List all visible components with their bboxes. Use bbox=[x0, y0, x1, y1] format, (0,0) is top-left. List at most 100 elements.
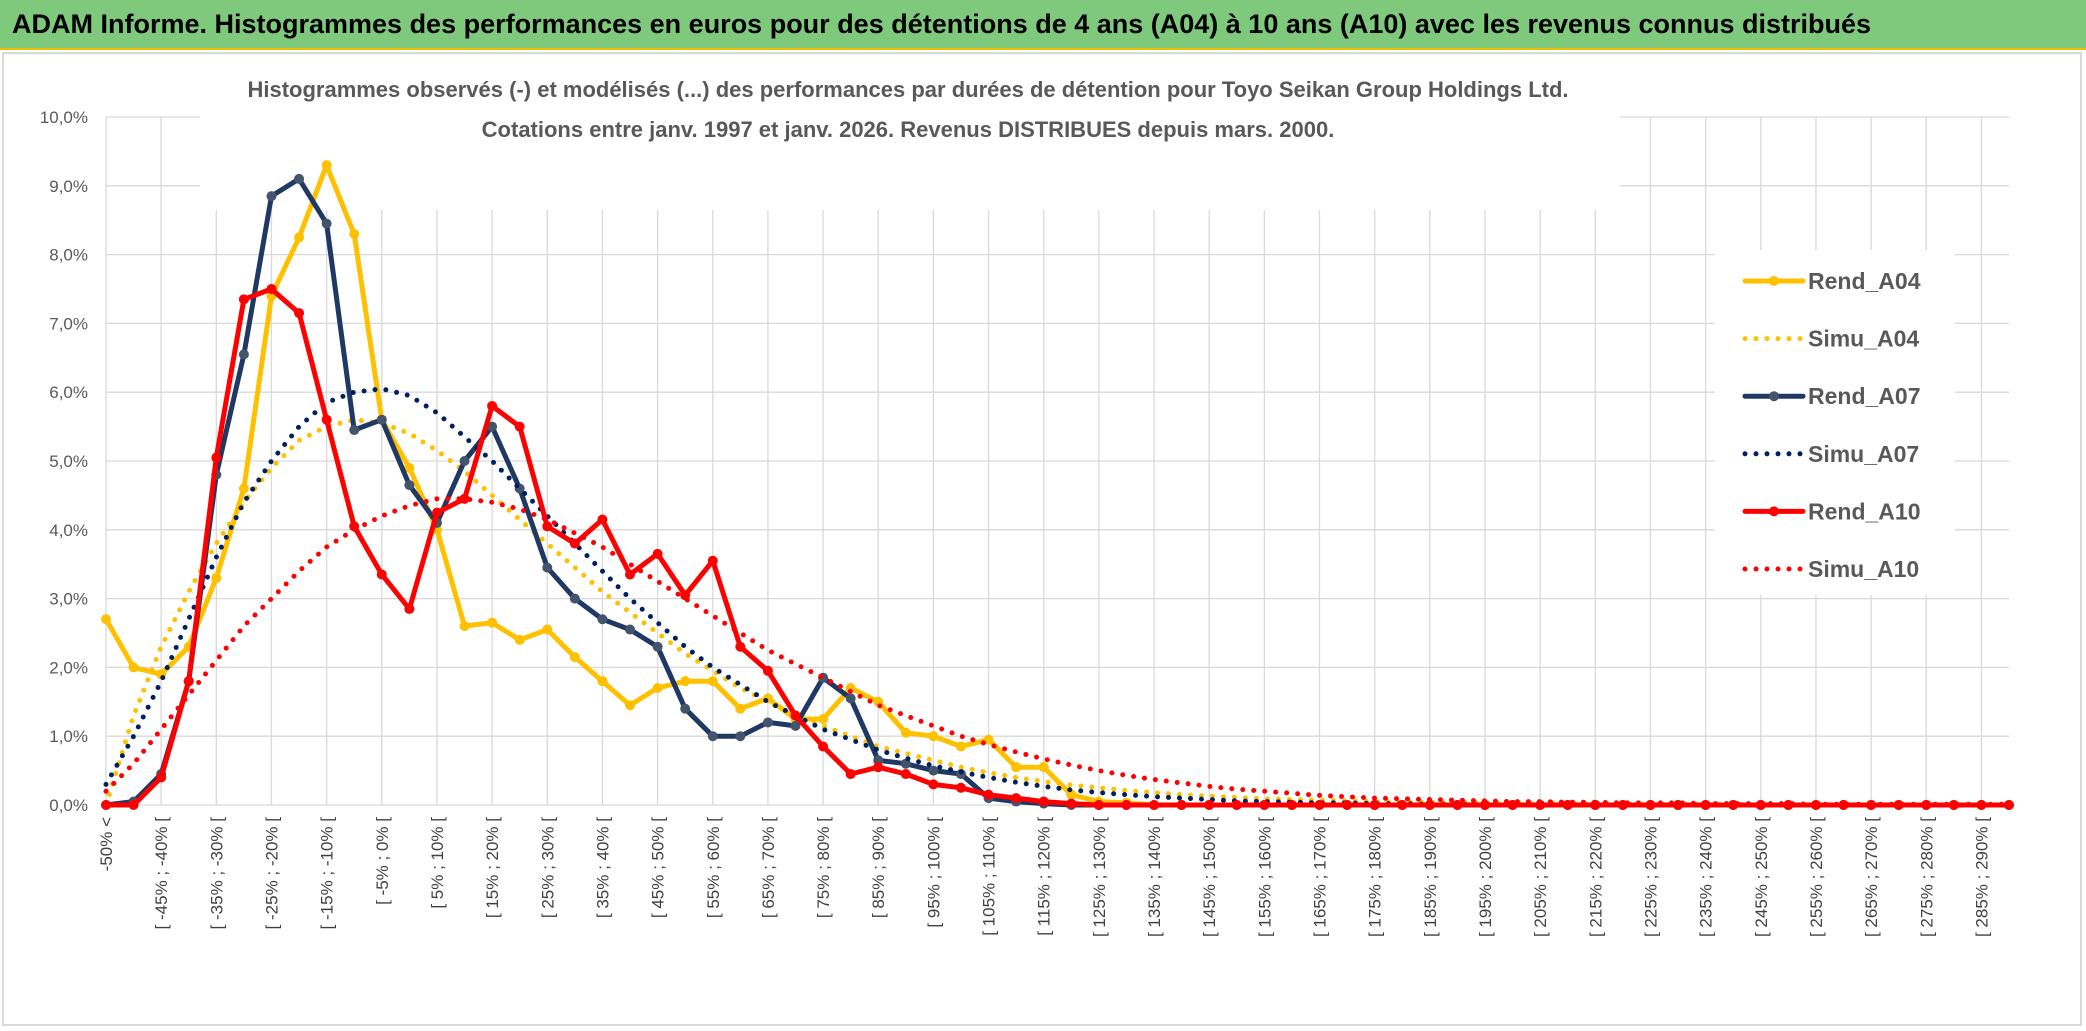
point bbox=[1038, 762, 1049, 773]
legend: Rend_A04 Simu_A04 Rend_A07 Simu_A07 Rend_A10… bbox=[1715, 250, 1955, 595]
point bbox=[1204, 800, 1215, 810]
point bbox=[542, 521, 553, 532]
point bbox=[487, 421, 498, 432]
point bbox=[349, 425, 360, 436]
x-tick-label: [ 95% ; 100% [ bbox=[924, 817, 943, 928]
point bbox=[487, 617, 498, 628]
x-tick-label: [ 85% ; 90% [ bbox=[869, 817, 888, 918]
point bbox=[294, 308, 305, 319]
point bbox=[735, 641, 746, 652]
point bbox=[128, 800, 139, 810]
x-tick-label: [ 285% ; 290% [ bbox=[1972, 817, 1991, 937]
x-tick-label: -50% < bbox=[97, 817, 116, 871]
x-tick-label: [ -5% ; 0% [ bbox=[373, 817, 392, 905]
point bbox=[597, 514, 608, 525]
x-tick-label: [ 45% ; 50% [ bbox=[649, 817, 668, 918]
point bbox=[1038, 796, 1049, 807]
point bbox=[211, 452, 222, 463]
y-tick-label: 6,0% bbox=[49, 383, 88, 402]
point bbox=[707, 731, 718, 742]
point bbox=[1231, 800, 1242, 810]
point bbox=[569, 538, 580, 549]
x-tick-label: [ 105% ; 110% [ bbox=[980, 817, 999, 936]
x-tick-label: [ 155% ; 160% [ bbox=[1255, 817, 1274, 937]
point bbox=[294, 232, 305, 243]
point bbox=[625, 569, 636, 580]
x-tick-label: [ 5% ; 10% [ bbox=[428, 817, 447, 909]
point bbox=[762, 717, 773, 728]
x-tick-label: [ 75% ; 80% [ bbox=[814, 817, 833, 918]
x-tick-label: [ 275% ; 280% [ bbox=[1917, 817, 1936, 937]
point bbox=[707, 555, 718, 566]
x-tick-label: [ 265% ; 270% [ bbox=[1862, 817, 1881, 937]
y-tick-label: 1,0% bbox=[49, 727, 88, 746]
point bbox=[873, 755, 884, 766]
y-tick-label: 2,0% bbox=[49, 658, 88, 677]
point bbox=[955, 741, 966, 752]
simulated-line bbox=[103, 386, 2012, 808]
y-tick-label: 7,0% bbox=[49, 314, 88, 333]
point bbox=[266, 284, 277, 294]
legend-label: Rend_A04 bbox=[1808, 268, 1921, 294]
point bbox=[1011, 762, 1022, 773]
x-tick-label: [ 15% ; 20% [ bbox=[483, 817, 502, 918]
point bbox=[238, 483, 249, 494]
x-tick-label: [ 55% ; 60% [ bbox=[704, 817, 723, 918]
y-tick-label: 10,0% bbox=[40, 108, 88, 127]
point bbox=[459, 621, 470, 632]
point bbox=[955, 782, 966, 793]
point bbox=[349, 228, 360, 239]
point bbox=[514, 634, 525, 645]
point bbox=[597, 614, 608, 625]
point bbox=[680, 676, 691, 687]
point bbox=[845, 769, 856, 780]
title-background bbox=[200, 80, 1620, 210]
legend-marker bbox=[1769, 506, 1779, 517]
point bbox=[680, 703, 691, 714]
point bbox=[597, 676, 608, 687]
point bbox=[1314, 800, 1325, 810]
y-tick-label: 0,0% bbox=[49, 796, 88, 815]
chart: 0,0% 1,0% 2,0% 3,0% 4,0% 5,0% 6,0% 7,0% 8,0% 9,0%… bbox=[2, 52, 2082, 1026]
x-tick-label: [ 255% ; 260% [ bbox=[1807, 817, 1826, 937]
x-tick-label: [ 215% ; 220% [ bbox=[1586, 817, 1605, 937]
x-tick-label: [ 35% ; 40% [ bbox=[593, 817, 612, 918]
legend-background bbox=[1715, 250, 1955, 595]
point bbox=[459, 493, 470, 504]
point bbox=[983, 789, 994, 800]
point bbox=[1342, 800, 1353, 810]
point bbox=[1066, 789, 1077, 800]
point bbox=[183, 676, 194, 687]
point bbox=[404, 603, 415, 614]
header-bar: ADAM Informe. Histogrammes des performan… bbox=[0, 0, 2086, 50]
point bbox=[266, 191, 277, 202]
x-tick-label: [ 115% ; 120% [ bbox=[1035, 817, 1054, 936]
point bbox=[1369, 800, 1380, 810]
point bbox=[376, 414, 387, 425]
point bbox=[294, 173, 305, 184]
point bbox=[1424, 800, 1435, 810]
point bbox=[652, 683, 663, 694]
point bbox=[735, 731, 746, 742]
point bbox=[321, 160, 332, 171]
simulated-line bbox=[103, 417, 2012, 808]
x-tick-label: [ 125% ; 130% [ bbox=[1090, 817, 1109, 937]
x-tick-label: [ 165% ; 170% [ bbox=[1311, 817, 1330, 937]
point bbox=[1452, 800, 1463, 810]
legend-label: Rend_A07 bbox=[1808, 383, 1920, 409]
point bbox=[542, 562, 553, 573]
point bbox=[569, 593, 580, 604]
legend-marker bbox=[1769, 391, 1779, 402]
point bbox=[928, 765, 939, 776]
point bbox=[900, 727, 911, 738]
point bbox=[900, 769, 911, 780]
point bbox=[128, 662, 139, 673]
point bbox=[818, 741, 829, 752]
point bbox=[625, 624, 636, 635]
point bbox=[542, 624, 553, 635]
point bbox=[818, 714, 829, 724]
point bbox=[238, 294, 249, 305]
point bbox=[1397, 800, 1408, 810]
point bbox=[404, 462, 415, 473]
